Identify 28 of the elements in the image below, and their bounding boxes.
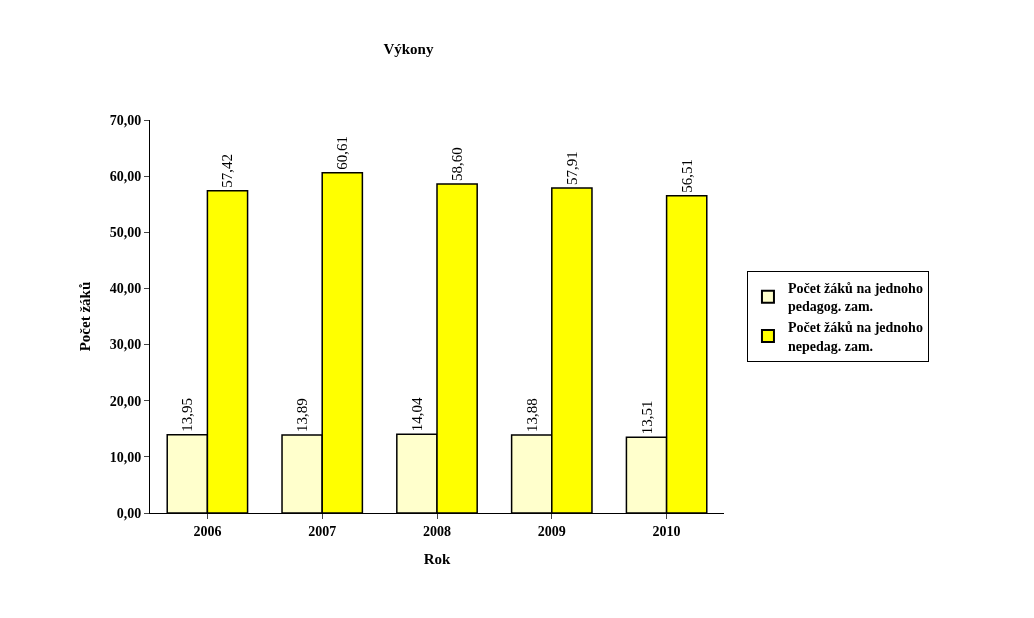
data-label: 13,95 — [179, 397, 196, 432]
y-tick-label: 0,00 — [116, 505, 142, 521]
y-axis-title: Počet žáků — [76, 281, 93, 352]
y-tick-label: 10,00 — [109, 449, 142, 465]
data-label: 58,60 — [449, 147, 466, 181]
x-tick-label: 2007 — [308, 523, 337, 539]
y-tick-label: 50,00 — [109, 225, 142, 241]
x-tick-label: 2010 — [652, 523, 681, 539]
data-label: 56,51 — [678, 158, 695, 193]
data-label: 57,91 — [563, 151, 580, 185]
legend-label: Počet žáků na jednoho pedagog. zam. — [787, 281, 923, 315]
x-axis-title: Rok — [423, 550, 451, 567]
y-tick-label: 60,00 — [109, 169, 142, 185]
y-tick-label: 20,00 — [109, 393, 142, 409]
chart-title: Výkony — [383, 40, 434, 57]
x-tick-label: 2008 — [423, 523, 451, 539]
x-tick-label: 2006 — [193, 523, 222, 539]
data-label: 57,42 — [219, 153, 236, 188]
y-tick-label: 70,00 — [109, 112, 142, 128]
data-label: 13,89 — [294, 398, 311, 433]
y-tick-label: 40,00 — [109, 281, 142, 297]
x-tick-label: 2009 — [537, 523, 566, 539]
y-tick-label: 30,00 — [109, 337, 142, 353]
legend-label: Počet žáků na jednoho nepedag. zam. — [787, 320, 923, 354]
data-label: 13,88 — [523, 398, 540, 433]
data-label: 14,04 — [408, 396, 425, 432]
data-label: 60,61 — [334, 135, 351, 170]
data-label: 13,51 — [638, 400, 655, 435]
